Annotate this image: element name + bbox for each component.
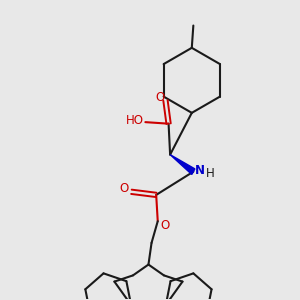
Polygon shape: [170, 154, 195, 175]
Text: O: O: [119, 182, 128, 195]
Text: O: O: [155, 91, 164, 104]
Text: O: O: [161, 219, 170, 232]
Text: N: N: [195, 164, 205, 177]
Text: H: H: [206, 167, 215, 180]
Text: HO: HO: [125, 114, 143, 127]
